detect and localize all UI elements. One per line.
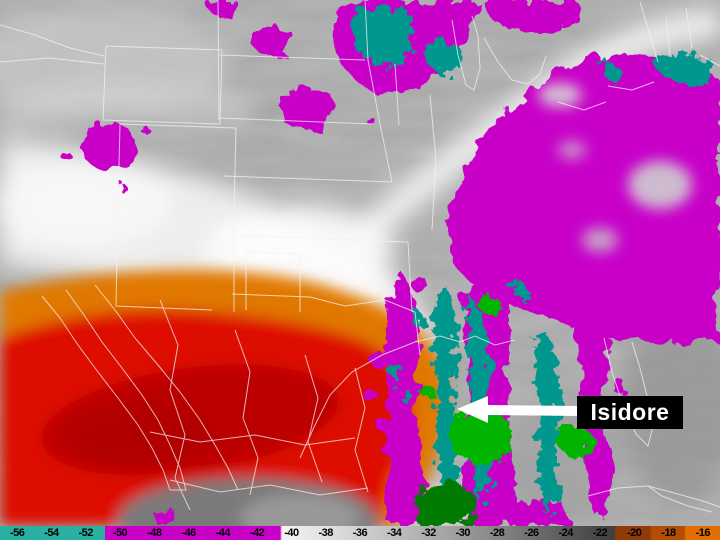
- central-mexico-light-gray: [240, 494, 360, 526]
- green-core: [448, 409, 512, 463]
- storm-label: Isidore: [577, 396, 683, 429]
- colorbar-tick: -38: [318, 527, 333, 539]
- colorbar-tick: -36: [352, 527, 368, 539]
- satellite-map: [0, 0, 720, 526]
- colorbar-tick: -28: [489, 527, 505, 539]
- colorbar-tick: -56: [9, 527, 25, 539]
- colorbar-tick: -50: [112, 527, 128, 539]
- boundary-layer: [0, 0, 720, 513]
- colorbar-tick: -26: [524, 527, 539, 539]
- magenta-cloud-layer: [60, 0, 720, 526]
- colorbar-tick: -18: [661, 527, 676, 539]
- temperature-colorbar: -56 -54 -52 -50 -48 -46 -44 -42 -40 -38 …: [0, 526, 720, 540]
- green-core-dark: [413, 484, 477, 526]
- colorbar-tick: -32: [421, 527, 436, 539]
- red-core-inner: [65, 403, 215, 467]
- colorbar-ticks: -56 -54 -52 -50 -48 -46 -44 -42 -40 -38 …: [0, 526, 720, 540]
- colorbar-tick: -54: [44, 527, 59, 539]
- storm-arrow-icon: [457, 396, 581, 423]
- colorbar-tick: -24: [558, 527, 573, 539]
- colorbar-tick: -20: [627, 527, 642, 539]
- colorbar-tick: -46: [181, 527, 196, 539]
- warm-airmass-layer: [0, 269, 448, 526]
- colorbar-tick: -22: [592, 527, 608, 539]
- green-core-east: [555, 426, 596, 458]
- colorbar-tick: -42: [249, 527, 265, 539]
- colorbar-tick: -44: [215, 527, 231, 539]
- colorbar-tick: -48: [147, 527, 162, 539]
- shield-gap-layer: [538, 83, 692, 252]
- colorbar-tick: -16: [695, 527, 711, 539]
- colorbar-tick: -34: [387, 527, 402, 539]
- colorbar-tick: -30: [455, 527, 471, 539]
- green-cloud-layer: [413, 295, 596, 526]
- colorbar-tick: -52: [78, 527, 94, 539]
- colorbar-tick: -40: [284, 527, 299, 539]
